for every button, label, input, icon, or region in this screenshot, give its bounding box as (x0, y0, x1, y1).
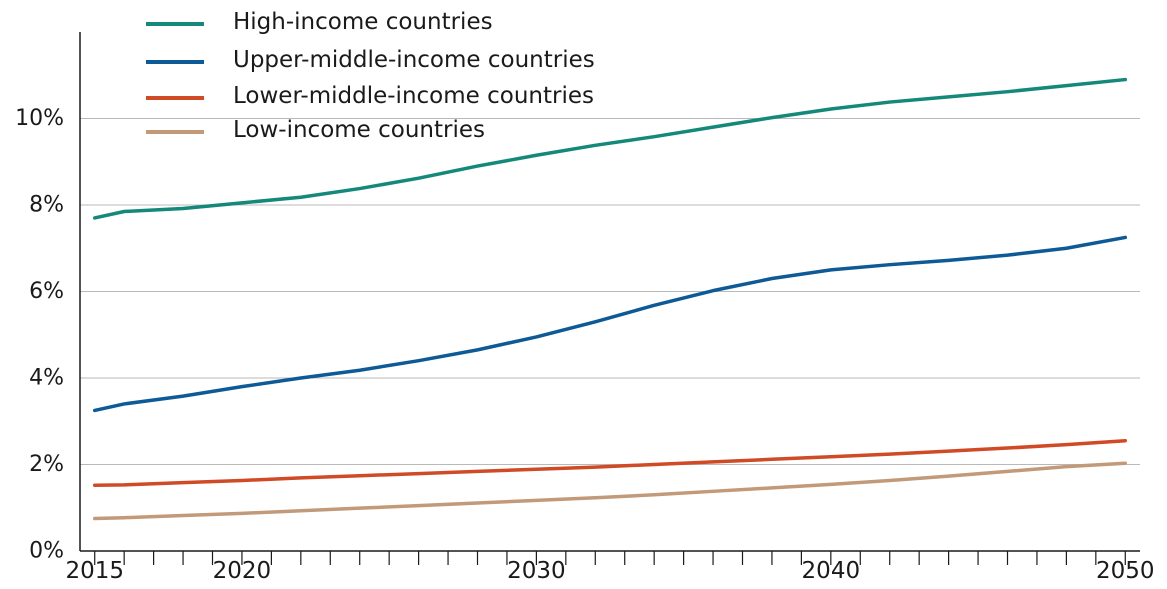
legend-label: Upper-middle-income countries (233, 47, 595, 73)
axes: 0% 2% 4% 6% 8% 10% 2015 2020 2030 2040 2050 (15, 32, 1155, 584)
x-tick-label: 2050 (1096, 558, 1155, 584)
y-tick-label: 6% (29, 279, 64, 304)
legend-label: Low-income countries (233, 117, 485, 143)
legend-label: Lower-middle-income countries (233, 83, 594, 109)
legend: High-income countries Upper-middle-income… (146, 9, 595, 143)
gridlines (80, 118, 1140, 465)
legend-label: High-income countries (233, 9, 493, 35)
y-tick-label: 0% (29, 539, 64, 564)
y-tick-label: 8% (29, 193, 64, 218)
x-tick-label: 2020 (213, 558, 272, 584)
x-tick-label: 2040 (802, 558, 861, 584)
series-line-3 (92, 461, 1128, 521)
x-tick-label: 2030 (507, 558, 566, 584)
series-line-0 (92, 77, 1128, 220)
y-tick-label: 4% (29, 366, 64, 391)
series-lines (92, 77, 1128, 521)
series-line-1 (92, 235, 1128, 413)
series-line-2 (92, 438, 1128, 488)
y-tick-label: 10% (15, 106, 64, 131)
x-tick-label: 2015 (65, 558, 124, 584)
y-tick-label: 2% (29, 452, 64, 477)
